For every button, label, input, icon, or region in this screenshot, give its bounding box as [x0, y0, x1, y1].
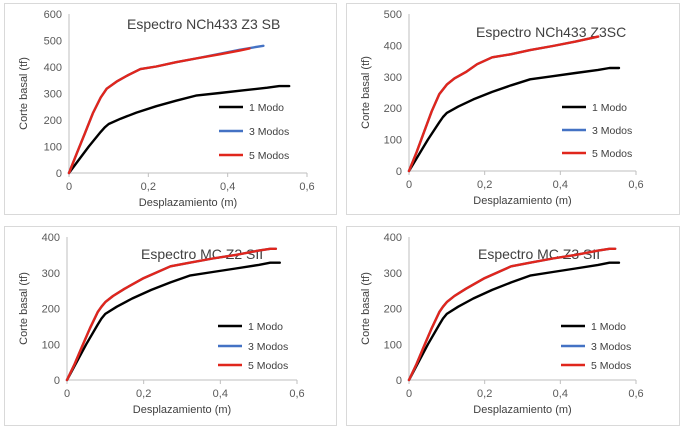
x-tick-label: 0 — [64, 388, 70, 400]
legend-label: 5 Modos — [591, 360, 631, 372]
x-tick-label: 0,4 — [213, 388, 228, 400]
y-tick-label: 200 — [384, 103, 402, 115]
x-tick-label: 0,4 — [220, 181, 235, 193]
chart-svg: 0 100 200 300 400 500 600 0 0,2 0,4 0,6 Desplazamie… — [18, 9, 315, 209]
series-line-1-modo — [67, 84, 291, 175]
y-tick-label: 0 — [56, 168, 62, 180]
series-line-5-modos — [65, 247, 278, 382]
legend-label: 3 Modos — [592, 125, 632, 137]
y-tick-label: 100 — [384, 339, 402, 351]
x-tick-label: 0 — [406, 388, 412, 400]
x-tick-label: 0,2 — [141, 181, 156, 193]
series-line-3-modos — [407, 35, 600, 173]
y-axis-label: Corte basal (tf) — [18, 57, 30, 130]
series-line-5-modos — [407, 247, 617, 382]
y-axis-label: Corte basal (tf) — [18, 272, 30, 345]
legend-label: 5 Modos — [592, 148, 632, 160]
y-tick-label: 300 — [44, 89, 62, 101]
x-tick-label: 0,2 — [477, 388, 492, 400]
y-tick-label: 200 — [42, 304, 60, 316]
series-line-1-modo — [65, 261, 281, 382]
y-tick-label: 500 — [384, 9, 402, 21]
chart-panel-4: 0 100 200 300 400 0 0,2 0,4 0,6 Desplazamiento (m… — [346, 226, 680, 426]
y-tick-label: 200 — [44, 115, 62, 127]
y-tick-label: 300 — [384, 268, 402, 280]
x-tick-label: 0,4 — [553, 179, 568, 191]
series-line-3-modos — [65, 247, 278, 382]
y-tick-label: 300 — [384, 72, 402, 84]
series-line-1-modo — [407, 66, 621, 173]
y-axis-label: Corte basal (tf) — [360, 56, 372, 129]
y-tick-label: 600 — [44, 9, 62, 21]
y-axis-label: Corte basal (tf) — [360, 272, 372, 345]
y-tick-label: 0 — [54, 375, 60, 387]
x-tick-label: 0,6 — [628, 388, 643, 400]
legend-label: 1 Modo — [249, 102, 284, 114]
y-tick-label: 0 — [396, 375, 402, 387]
y-tick-label: 0 — [396, 166, 402, 178]
series-line-3-modos — [407, 247, 617, 382]
chart-svg: 0 100 200 300 400 0 0,2 0,4 0,6 Desplazamiento (m… — [360, 232, 644, 416]
x-tick-label: 0,6 — [299, 181, 314, 193]
y-tick-label: 200 — [384, 304, 402, 316]
legend-label: 1 Modo — [592, 102, 627, 114]
y-tick-label: 400 — [42, 232, 60, 244]
y-tick-label: 400 — [44, 62, 62, 74]
y-tick-label: 100 — [384, 135, 402, 147]
x-tick-label: 0,6 — [289, 388, 304, 400]
x-tick-label: 0,4 — [553, 388, 568, 400]
chart-svg: 0 100 200 300 400 0 0,2 0,4 0,6 Desplazamiento (m… — [18, 232, 305, 416]
chart-title: Espectro NCh433 Z3 SB — [127, 16, 280, 32]
y-tick-label: 400 — [384, 232, 402, 244]
x-tick-label: 0 — [66, 181, 72, 193]
legend-label: 1 Modo — [248, 321, 283, 333]
x-tick-label: 0 — [406, 179, 412, 191]
legend-label: 3 Modos — [249, 126, 289, 138]
y-tick-label: 500 — [44, 36, 62, 48]
x-axis-label: Desplazamiento (m) — [473, 195, 571, 207]
chart-panel-2: 0 100 200 300 400 500 0 0,2 0,4 0,6 Desplazamiento… — [346, 3, 680, 215]
x-axis-label: Desplazamiento (m) — [473, 404, 571, 416]
legend-label: 5 Modos — [249, 150, 289, 162]
legend-label: 5 Modos — [248, 360, 288, 372]
series-line-1-modo — [407, 261, 621, 382]
x-tick-label: 0,2 — [136, 388, 151, 400]
y-tick-label: 300 — [42, 268, 60, 280]
chart-svg: 0 100 200 300 400 500 0 0,2 0,4 0,6 Desplazamiento… — [360, 9, 644, 207]
series-line-5-modos — [407, 35, 600, 173]
chart-panel-3: 0 100 200 300 400 0 0,2 0,4 0,6 Desplazamiento (m… — [4, 226, 337, 426]
chart-title: Espectro MC Z2 SII — [141, 246, 263, 262]
legend-label: 3 Modos — [248, 341, 288, 353]
chart-title: Espectro MC Z3 SII — [478, 246, 600, 262]
x-axis-label: Desplazamiento (m) — [133, 404, 231, 416]
y-tick-label: 400 — [384, 40, 402, 52]
series-line-5-modos — [67, 47, 251, 175]
y-tick-label: 100 — [42, 339, 60, 351]
legend-label: 1 Modo — [591, 321, 626, 333]
chart-panel-1: 0 100 200 300 400 500 600 0 0,2 0,4 0,6 Desplazamie… — [4, 3, 337, 215]
legend-label: 3 Modos — [591, 341, 631, 353]
x-tick-label: 0,2 — [477, 179, 492, 191]
chart-title: Espectro NCh433 Z3SC — [476, 24, 626, 40]
x-tick-label: 0,6 — [628, 179, 643, 191]
x-axis-label: Desplazamiento (m) — [139, 197, 237, 209]
y-tick-label: 100 — [44, 142, 62, 154]
